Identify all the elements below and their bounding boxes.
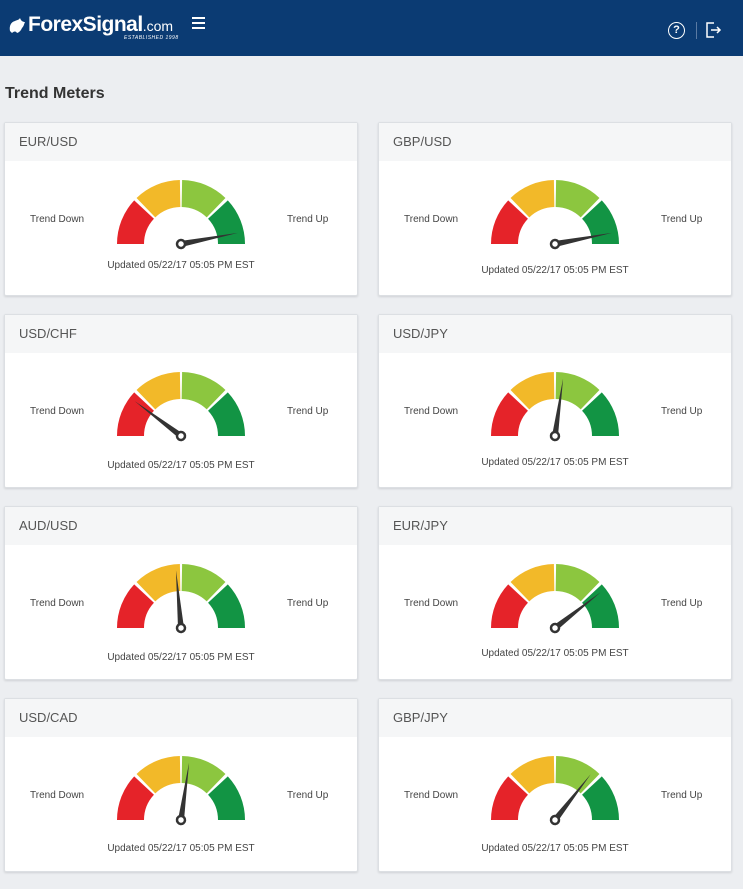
- gauge-segment-2: [136, 372, 181, 410]
- trend-up-label: Trend Up: [661, 598, 703, 609]
- gauge-segment-1: [491, 584, 528, 628]
- toolbar-divider: [696, 22, 697, 39]
- gauge-segment-3: [181, 564, 226, 602]
- currency-pair-title: EUR/USD: [5, 123, 357, 161]
- trend-down-label: Trend Down: [404, 214, 459, 225]
- gauge-segment-4: [208, 200, 245, 244]
- trend-gauge: [491, 372, 619, 442]
- gauge-segment-2: [136, 564, 181, 602]
- trend-down-label: Trend Down: [30, 214, 85, 225]
- gauge-segment-4: [208, 392, 245, 436]
- trend-meter-card: GBP/JPY Trend Down Trend Up Updated 05/22/1…: [378, 698, 732, 872]
- trend-up-label: Trend Up: [287, 598, 329, 609]
- gauge-needle: [175, 570, 187, 634]
- gauge-segment-4: [208, 776, 245, 820]
- updated-timestamp: Updated 05/22/17 05:05 PM EST: [481, 265, 629, 276]
- gauge-segment-4: [582, 200, 619, 244]
- gauge-segment-1: [491, 200, 528, 244]
- gauge-needle: [175, 232, 238, 250]
- trend-down-label: Trend Down: [30, 406, 85, 417]
- top-navbar: ForexSignal.com ESTABLISHED 1998 ?: [0, 0, 743, 56]
- updated-timestamp: Updated 05/22/17 05:05 PM EST: [481, 843, 629, 854]
- currency-pair-title: GBP/JPY: [379, 699, 731, 737]
- currency-pair-title: USD/CHF: [5, 315, 357, 353]
- hamburger-menu-icon[interactable]: [192, 17, 208, 33]
- gauge-needle: [549, 232, 612, 250]
- gauge-segment-4: [582, 392, 619, 436]
- gauge-needle: [175, 762, 190, 826]
- gauge-segment-3: [181, 756, 226, 794]
- trend-up-label: Trend Up: [661, 406, 703, 417]
- trend-up-label: Trend Up: [287, 214, 329, 225]
- trend-down-label: Trend Down: [404, 406, 459, 417]
- gauge-segment-3: [555, 180, 600, 218]
- gauge-segment-1: [117, 776, 154, 820]
- trend-meter-card: USD/JPY Trend Down Trend Up Updated 05/22/1…: [378, 314, 732, 488]
- forexsignal-logo[interactable]: ForexSignal.com ESTABLISHED 1998: [6, 12, 178, 42]
- gauge-segment-2: [510, 372, 555, 410]
- gauge-segment-3: [181, 372, 226, 410]
- gauge-needle: [549, 774, 591, 826]
- trend-up-label: Trend Up: [287, 790, 329, 801]
- gauge-segment-1: [491, 392, 528, 436]
- trend-down-label: Trend Down: [404, 790, 459, 801]
- currency-pair-title: USD/CAD: [5, 699, 357, 737]
- bull-logo-icon: [9, 18, 25, 33]
- question-circle-icon[interactable]: ?: [668, 22, 685, 39]
- gauge-segment-3: [555, 756, 600, 794]
- trend-down-label: Trend Down: [404, 598, 459, 609]
- trend-gauge: [491, 564, 619, 634]
- gauge-segment-2: [136, 756, 181, 794]
- gauge-segment-3: [555, 372, 600, 410]
- gauge-segment-3: [181, 180, 226, 218]
- trend-up-label: Trend Up: [661, 790, 703, 801]
- gauge-segment-4: [582, 776, 619, 820]
- updated-timestamp: Updated 05/22/17 05:05 PM EST: [107, 260, 255, 271]
- currency-pair-title: AUD/USD: [5, 507, 357, 545]
- gauge-segment-2: [510, 180, 555, 218]
- logo-text: ForexSignal: [28, 13, 143, 36]
- gauge-segment-3: [555, 564, 600, 602]
- trend-meter-card: EUR/JPY Trend Down Trend Up Updated 05/22/1…: [378, 506, 732, 680]
- trend-meter-card: AUD/USD Trend Down Trend Up Updated 05/22/1…: [4, 506, 358, 680]
- trend-gauge: [491, 756, 619, 826]
- trend-meter-card: USD/CAD Trend Down Trend Up Updated 05/22/1…: [4, 698, 358, 872]
- trend-up-label: Trend Up: [287, 406, 329, 417]
- gauge-needle: [134, 401, 187, 442]
- gauge-needle: [549, 592, 601, 634]
- gauge-segment-1: [117, 392, 154, 436]
- trend-up-label: Trend Up: [661, 214, 703, 225]
- currency-pair-title: EUR/JPY: [379, 507, 731, 545]
- trend-meter-card: EUR/USD Trend Down Trend Up Updated 05/22/1…: [4, 122, 358, 296]
- trend-gauge: [117, 180, 245, 250]
- trend-down-label: Trend Down: [30, 598, 85, 609]
- trend-meter-card: USD/CHF Trend Down Trend Up Updated 05/22/1…: [4, 314, 358, 488]
- trend-gauge: [117, 372, 245, 442]
- gauge-segment-1: [117, 200, 154, 244]
- gauge-segment-4: [208, 584, 245, 628]
- gauge-segment-1: [117, 584, 154, 628]
- trend-gauge: [117, 564, 245, 634]
- gauge-segment-4: [582, 584, 619, 628]
- sign-out-icon[interactable]: [704, 21, 722, 39]
- currency-pair-title: USD/JPY: [379, 315, 731, 353]
- gauge-segment-2: [510, 564, 555, 602]
- updated-timestamp: Updated 05/22/17 05:05 PM EST: [107, 460, 255, 471]
- gauge-segment-2: [510, 756, 555, 794]
- page-title: Trend Meters: [5, 85, 105, 102]
- gauge-needle: [549, 378, 564, 442]
- trend-gauge: [491, 180, 619, 250]
- gauge-segment-2: [136, 180, 181, 218]
- updated-timestamp: Updated 05/22/17 05:05 PM EST: [107, 843, 255, 854]
- updated-timestamp: Updated 05/22/17 05:05 PM EST: [481, 457, 629, 468]
- trend-gauge: [117, 756, 245, 826]
- updated-timestamp: Updated 05/22/17 05:05 PM EST: [107, 652, 255, 663]
- currency-pair-title: GBP/USD: [379, 123, 731, 161]
- trend-meter-card: GBP/USD Trend Down Trend Up Updated 05/22/1…: [378, 122, 732, 296]
- gauge-segment-1: [491, 776, 528, 820]
- updated-timestamp: Updated 05/22/17 05:05 PM EST: [481, 648, 629, 659]
- logo-suffix: .com: [142, 18, 174, 34]
- trend-down-label: Trend Down: [30, 790, 85, 801]
- logo-tagline: ESTABLISHED 1998: [124, 35, 179, 41]
